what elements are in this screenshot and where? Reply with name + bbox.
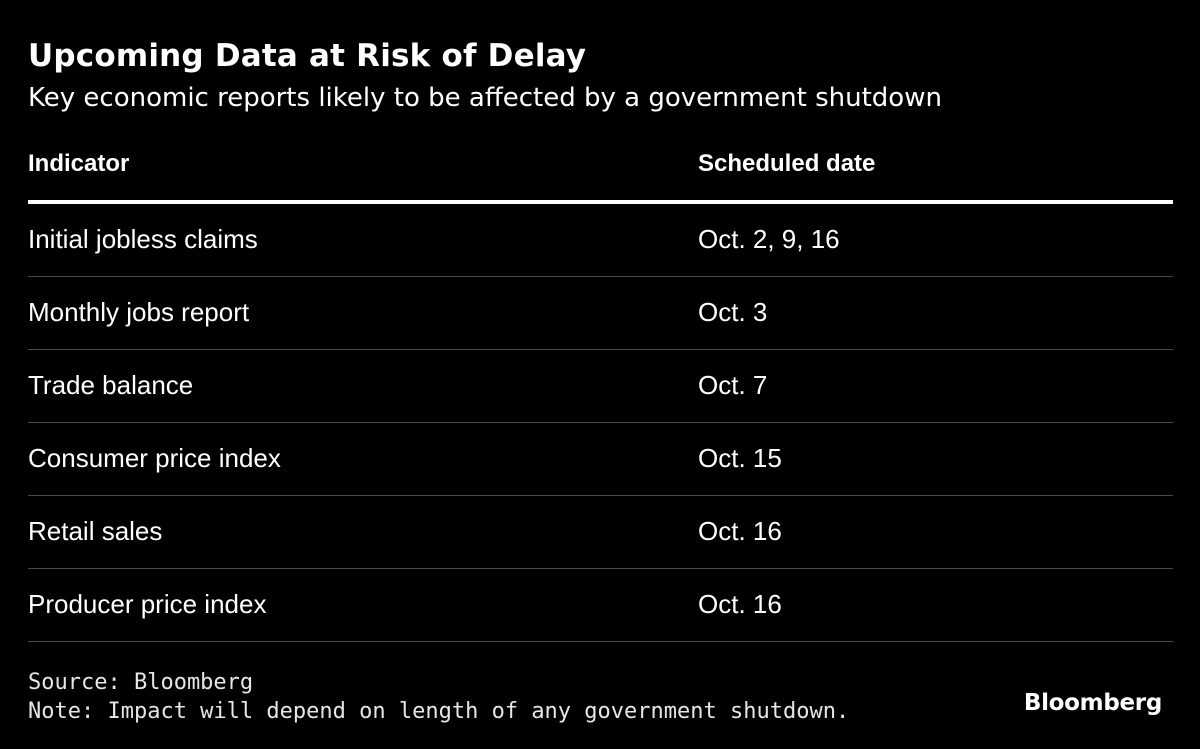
- indicator-cell: Monthly jobs report: [28, 297, 250, 327]
- date-cell: Oct. 16: [698, 516, 782, 546]
- date-cell: Oct. 16: [698, 589, 782, 619]
- date-cell: Oct. 3: [698, 297, 768, 327]
- chart-footer: Source: Bloomberg Note: Impact will depe…: [28, 668, 849, 726]
- impact-note: Note: Impact will depend on length of an…: [28, 699, 850, 724]
- date-cell: Oct. 2, 9, 16: [698, 224, 840, 254]
- table-header: Indicator Scheduled date: [28, 140, 1173, 204]
- table-row: Monthly jobs report Oct. 3: [28, 277, 1173, 350]
- table-row: Producer price index Oct. 16: [28, 569, 1173, 642]
- indicator-cell: Retail sales: [28, 516, 163, 546]
- column-header-scheduled-date: Scheduled date: [698, 150, 876, 177]
- indicator-cell: Trade balance: [28, 370, 194, 400]
- chart-subtitle: Key economic reports likely to be affect…: [28, 83, 942, 113]
- date-cell: Oct. 7: [698, 370, 768, 400]
- indicator-cell: Producer price index: [28, 589, 267, 619]
- bloomberg-logo: Bloomberg: [1023, 690, 1162, 716]
- column-header-indicator: Indicator: [28, 150, 130, 177]
- table-row: Trade balance Oct. 7: [28, 350, 1173, 423]
- table-row: Initial jobless claims Oct. 2, 9, 16: [28, 204, 1173, 277]
- table-row: Consumer price index Oct. 15: [28, 423, 1173, 496]
- chart-title: Upcoming Data at Risk of Delay: [28, 38, 587, 74]
- indicator-cell: Initial jobless claims: [28, 224, 258, 254]
- data-table: Indicator Scheduled date Initial jobless…: [28, 140, 1173, 642]
- date-cell: Oct. 15: [698, 443, 782, 473]
- table-row: Retail sales Oct. 16: [28, 496, 1173, 569]
- indicator-cell: Consumer price index: [28, 443, 281, 473]
- source-note: Source: Bloomberg: [28, 670, 254, 695]
